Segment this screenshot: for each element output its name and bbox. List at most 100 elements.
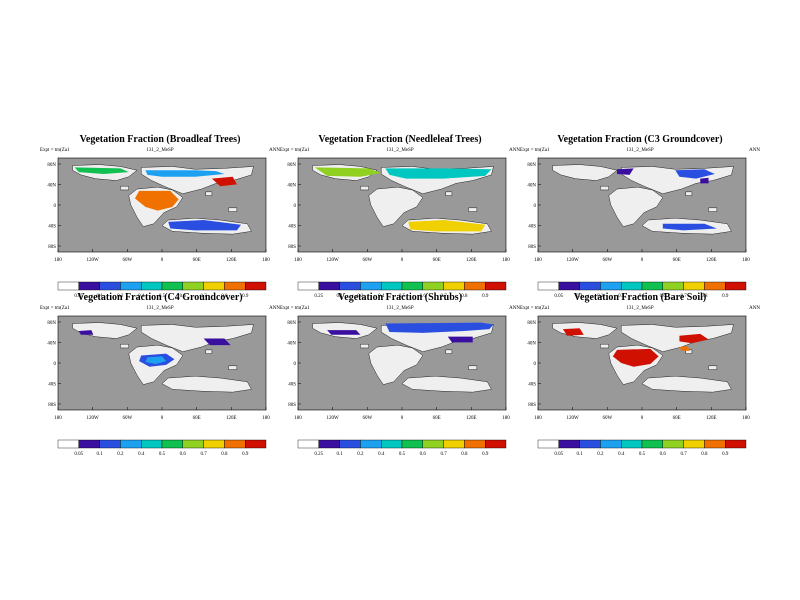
- colorbar-label: 0.8: [221, 452, 228, 457]
- colorbar-label: 0.2: [357, 294, 364, 299]
- data-region-1: [145, 356, 167, 364]
- map-c4-groundcover: 80N 40N 0 40S 80S 180 120W 60W 0 60E 120E 180 0.05 0.…: [47, 315, 270, 457]
- data-region-4: [168, 220, 242, 231]
- land-small-island-c: [468, 207, 478, 212]
- colorbar-swatch: [120, 439, 142, 449]
- data-region-3: [679, 346, 690, 351]
- lon-tick-label: 120W: [567, 416, 580, 421]
- lon-tick-label: 60E: [193, 416, 201, 421]
- season-label: ANN: [509, 306, 520, 311]
- colorbar-label: 0.7: [680, 294, 687, 299]
- colorbar-swatch: [297, 439, 319, 449]
- season-label: ANN: [749, 148, 760, 153]
- colorbar-swatch: [57, 439, 79, 449]
- lon-tick-label: 0: [641, 258, 644, 263]
- lon-tick-label: 0: [401, 258, 404, 263]
- land-southern-continent: [368, 186, 424, 227]
- lon-tick-label: 180: [502, 416, 510, 421]
- land-small-island-b: [445, 349, 453, 354]
- colorbar-label: 0.7: [440, 294, 447, 299]
- colorbar-swatch: [161, 439, 183, 449]
- data-region-1: [562, 328, 584, 336]
- panel-title: Vegetation Fraction (Broadleaf Trees): [79, 134, 241, 145]
- lon-tick-label: 120W: [87, 258, 100, 263]
- colorbar-label: 0.25: [314, 452, 323, 457]
- lon-tick-label: 120E: [706, 258, 717, 263]
- colorbar-label: 0.6: [660, 452, 667, 457]
- colorbar-label: 0.05: [74, 452, 83, 457]
- panel-title: Vegetation Fraction (C3 Groundcover): [557, 134, 723, 145]
- panel-c4-groundcover: Vegetation Fraction (C4 Groundcover) Exp…: [40, 292, 280, 462]
- colorbar-swatch: [579, 439, 601, 449]
- land-small-island-a: [360, 343, 369, 349]
- lat-tick-label: 0: [54, 362, 57, 367]
- lat-tick-label: 40S: [288, 225, 296, 230]
- lon-tick-label: 120E: [466, 416, 477, 421]
- colorbar-swatch: [443, 439, 465, 449]
- colorbar-label: 0.6: [420, 294, 427, 299]
- colorbar-label: 0.6: [420, 452, 427, 457]
- case-name: 131_2_MeSP: [146, 148, 174, 153]
- colorbar-label: 0.5: [399, 294, 406, 299]
- colorbar-label: 0.9: [482, 294, 489, 299]
- lon-tick-label: 180: [294, 258, 302, 263]
- lat-tick-label: 80N: [47, 321, 56, 326]
- lon-tick-label: 180: [534, 258, 542, 263]
- panel-title: Vegetation Fraction (C4 Groundcover): [77, 292, 243, 303]
- colorbar-swatch: [120, 281, 142, 291]
- lon-tick-label: 180: [294, 416, 302, 421]
- colorbar-label: 0.6: [180, 452, 187, 457]
- land-lower-right-continent: [401, 375, 492, 393]
- colorbar-label: 0.2: [357, 452, 364, 457]
- lon-tick-label: 0: [161, 416, 164, 421]
- lat-tick-label: 80S: [48, 245, 56, 250]
- colorbar-label: 0.9: [722, 294, 729, 299]
- colorbar-label: 0.4: [618, 294, 625, 299]
- data-region-1: [385, 168, 492, 179]
- colorbar-label: 0.1: [96, 452, 103, 457]
- case-name: 131_2_MeSP: [626, 148, 654, 153]
- colorbar-label: 0.6: [660, 294, 667, 299]
- colorbar-label: 0.1: [576, 452, 583, 457]
- colorbar-label: 0.2: [597, 452, 604, 457]
- lat-tick-label: 0: [294, 204, 297, 209]
- colorbar-swatch: [641, 439, 663, 449]
- lat-tick-label: 80S: [288, 403, 296, 408]
- colorbar-swatch: [422, 439, 444, 449]
- lon-tick-label: 180: [262, 416, 270, 421]
- experiment-label: Expt = tm(Za1: [280, 306, 310, 311]
- land-small-island-a: [120, 185, 129, 191]
- lon-tick-label: 180: [534, 416, 542, 421]
- lat-tick-label: 40N: [527, 184, 536, 189]
- colorbar-label: 0.9: [722, 452, 729, 457]
- data-region-1: [327, 330, 361, 335]
- colorbar-swatch: [99, 281, 121, 291]
- land-small-island-a: [120, 343, 129, 349]
- colorbar-label: 0.4: [378, 452, 385, 457]
- colorbar-swatch: [99, 439, 121, 449]
- lon-tick-label: 60W: [362, 258, 372, 263]
- lon-tick-label: 0: [641, 416, 644, 421]
- lat-tick-label: 80N: [47, 163, 56, 168]
- colorbar-label: 0.5: [159, 452, 166, 457]
- land-small-island-c: [708, 365, 718, 370]
- colorbar-swatch: [318, 439, 340, 449]
- colorbar-swatch: [380, 439, 403, 449]
- colorbar-swatch: [203, 281, 225, 291]
- land-small-island-b: [205, 191, 213, 196]
- panel-bare-soil: Vegetation Fraction (Bare Soil) Expt = t…: [520, 292, 760, 462]
- lon-tick-label: 120W: [87, 416, 100, 421]
- map-shrubs: 80N 40N 0 40S 80S 180 120W 60W 0 60E 120E 180 0.25 0.…: [287, 315, 510, 457]
- land-small-island-a: [360, 185, 369, 191]
- data-region-0: [314, 167, 382, 177]
- colorbar-swatch: [78, 281, 100, 291]
- lon-tick-label: 180: [54, 416, 62, 421]
- colorbar-swatch: [203, 439, 225, 449]
- colorbar-label: 0.4: [378, 294, 385, 299]
- lon-tick-label: 120W: [327, 258, 340, 263]
- colorbar-label: 0.2: [117, 294, 124, 299]
- data-region-1: [675, 169, 715, 179]
- case-name: 131_2_MeSP: [146, 306, 174, 311]
- panel-title: Vegetation Fraction (Shrubs): [337, 292, 463, 303]
- season-label: ANN: [749, 306, 760, 311]
